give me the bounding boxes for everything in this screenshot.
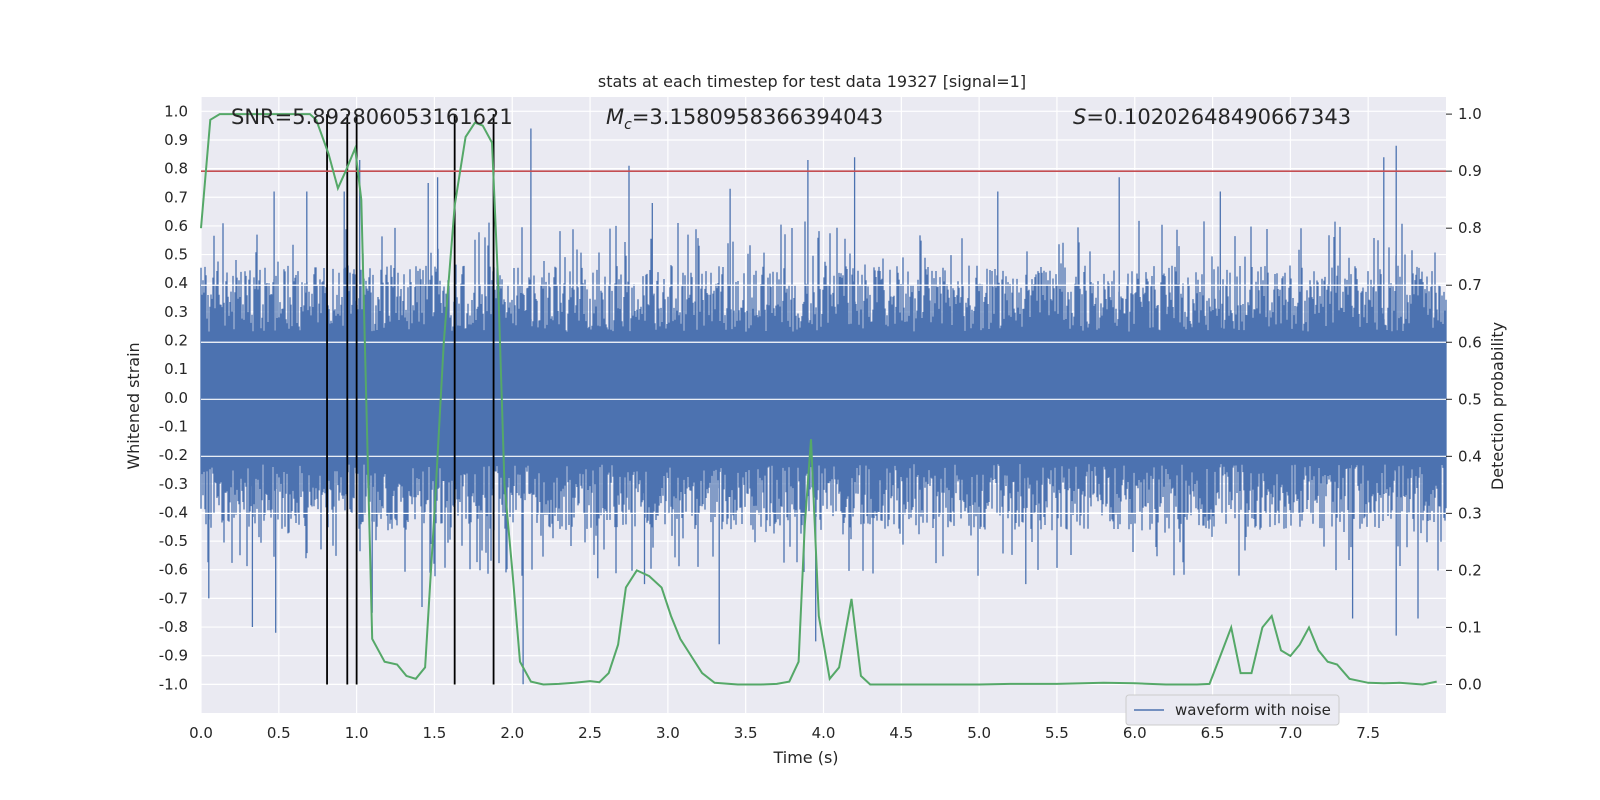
y-tick-label-left: 0.6 [164, 217, 188, 235]
s-annotation: S=0.10202648490667343 [1073, 105, 1351, 129]
x-tick-label: 5.5 [1045, 724, 1069, 742]
chirp-mass-symbol: M [606, 105, 624, 129]
legend: waveform with noise [1125, 694, 1340, 726]
x-tick-label: 4.0 [812, 724, 836, 742]
y-tick-label-right: 0.1 [1458, 618, 1482, 636]
y-tick-label-right: 0.2 [1458, 561, 1482, 579]
y-tick-label-left: -0.7 [159, 589, 188, 607]
x-axis-label: Time (s) [772, 748, 838, 767]
waveform-series [200, 128, 1447, 685]
y-tick-label-left: -0.3 [159, 475, 188, 493]
y-tick-label-left: 0.7 [164, 188, 188, 206]
chirp-mass-value: =3.1580958366394043 [632, 105, 883, 129]
x-tick-label: 0.0 [189, 724, 213, 742]
legend-label: waveform with noise [1175, 701, 1331, 719]
x-tick-label: 6.0 [1123, 724, 1147, 742]
x-tick-label: 6.5 [1201, 724, 1225, 742]
legend-box [1125, 694, 1340, 726]
snr-annotation: SNR=5.892806053161621 [231, 105, 513, 129]
y-tick-label-right: 0.4 [1458, 447, 1482, 465]
y-tick-label-left: 0.2 [164, 332, 188, 350]
y-tick-label-left: -0.9 [159, 647, 188, 665]
y-tick-label-left: 0.0 [164, 389, 188, 407]
y-tick-label-left: 0.5 [164, 246, 188, 264]
y-tick-label-right: 0.8 [1458, 219, 1482, 237]
x-tick-label: 7.5 [1356, 724, 1380, 742]
y-tick-label-left: 0.9 [164, 131, 188, 149]
chart-title: stats at each timestep for test data 193… [598, 72, 1026, 91]
y-tick-label-left: 1.0 [164, 102, 188, 120]
x-tick-label: 3.5 [734, 724, 758, 742]
y-tick-label-right: 0.9 [1458, 162, 1482, 180]
y-tick-label-left: -1.0 [159, 675, 188, 693]
x-tick-label: 2.5 [578, 724, 602, 742]
y-tick-label-left: -0.2 [159, 446, 188, 464]
y-axis-label-right: Detection probability [1488, 322, 1507, 490]
y-tick-label-left: -0.8 [159, 618, 188, 636]
y-tick-label-left: 0.4 [164, 274, 188, 292]
x-tick-label: 3.0 [656, 724, 680, 742]
y-tick-label-right: 0.7 [1458, 276, 1482, 294]
x-tick-label: 1.0 [345, 724, 369, 742]
y-tick-label-right: 0.0 [1458, 675, 1482, 693]
s-symbol: S [1073, 105, 1086, 129]
x-tick-label: 0.5 [267, 724, 291, 742]
x-tick-label: 7.0 [1278, 724, 1302, 742]
y-tick-label-left: -0.6 [159, 561, 188, 579]
x-tick-label: 1.5 [423, 724, 447, 742]
y-axis-label-left: Whitened strain [124, 342, 143, 469]
probability-line [200, 113, 1437, 686]
x-tick-label: 5.0 [967, 724, 991, 742]
y-tick-label-left: -0.1 [159, 417, 188, 435]
y-tick-label-right: 0.6 [1458, 333, 1482, 351]
probability-series [200, 113, 1437, 686]
y-tick-label-left: 0.8 [164, 160, 188, 178]
y-tick-label-left: 0.1 [164, 360, 188, 378]
chirp-mass-annotation: Mc=3.1580958366394043 [606, 105, 883, 133]
y-tick-label-left: -0.5 [159, 532, 188, 550]
y-tick-label-left: 0.3 [164, 303, 188, 321]
y-tick-label-right: 0.3 [1458, 504, 1482, 522]
waveform-line [200, 128, 1447, 685]
tick-labels: 0.0 0.5 1.0 1.5 2.0 2.5 3.0 3.5 4.0 4.5 5.0 5.5 6.0 6… [159, 102, 1482, 742]
y-tick-label-right: 0.5 [1458, 390, 1482, 408]
chirp-mass-subscript: c [624, 117, 632, 133]
y-tick-label-left: -0.4 [159, 503, 188, 521]
s-value: =0.10202648490667343 [1086, 105, 1351, 129]
x-tick-label: 2.0 [500, 724, 524, 742]
y-tick-label-right: 1.0 [1458, 105, 1482, 123]
x-tick-label: 4.5 [889, 724, 913, 742]
